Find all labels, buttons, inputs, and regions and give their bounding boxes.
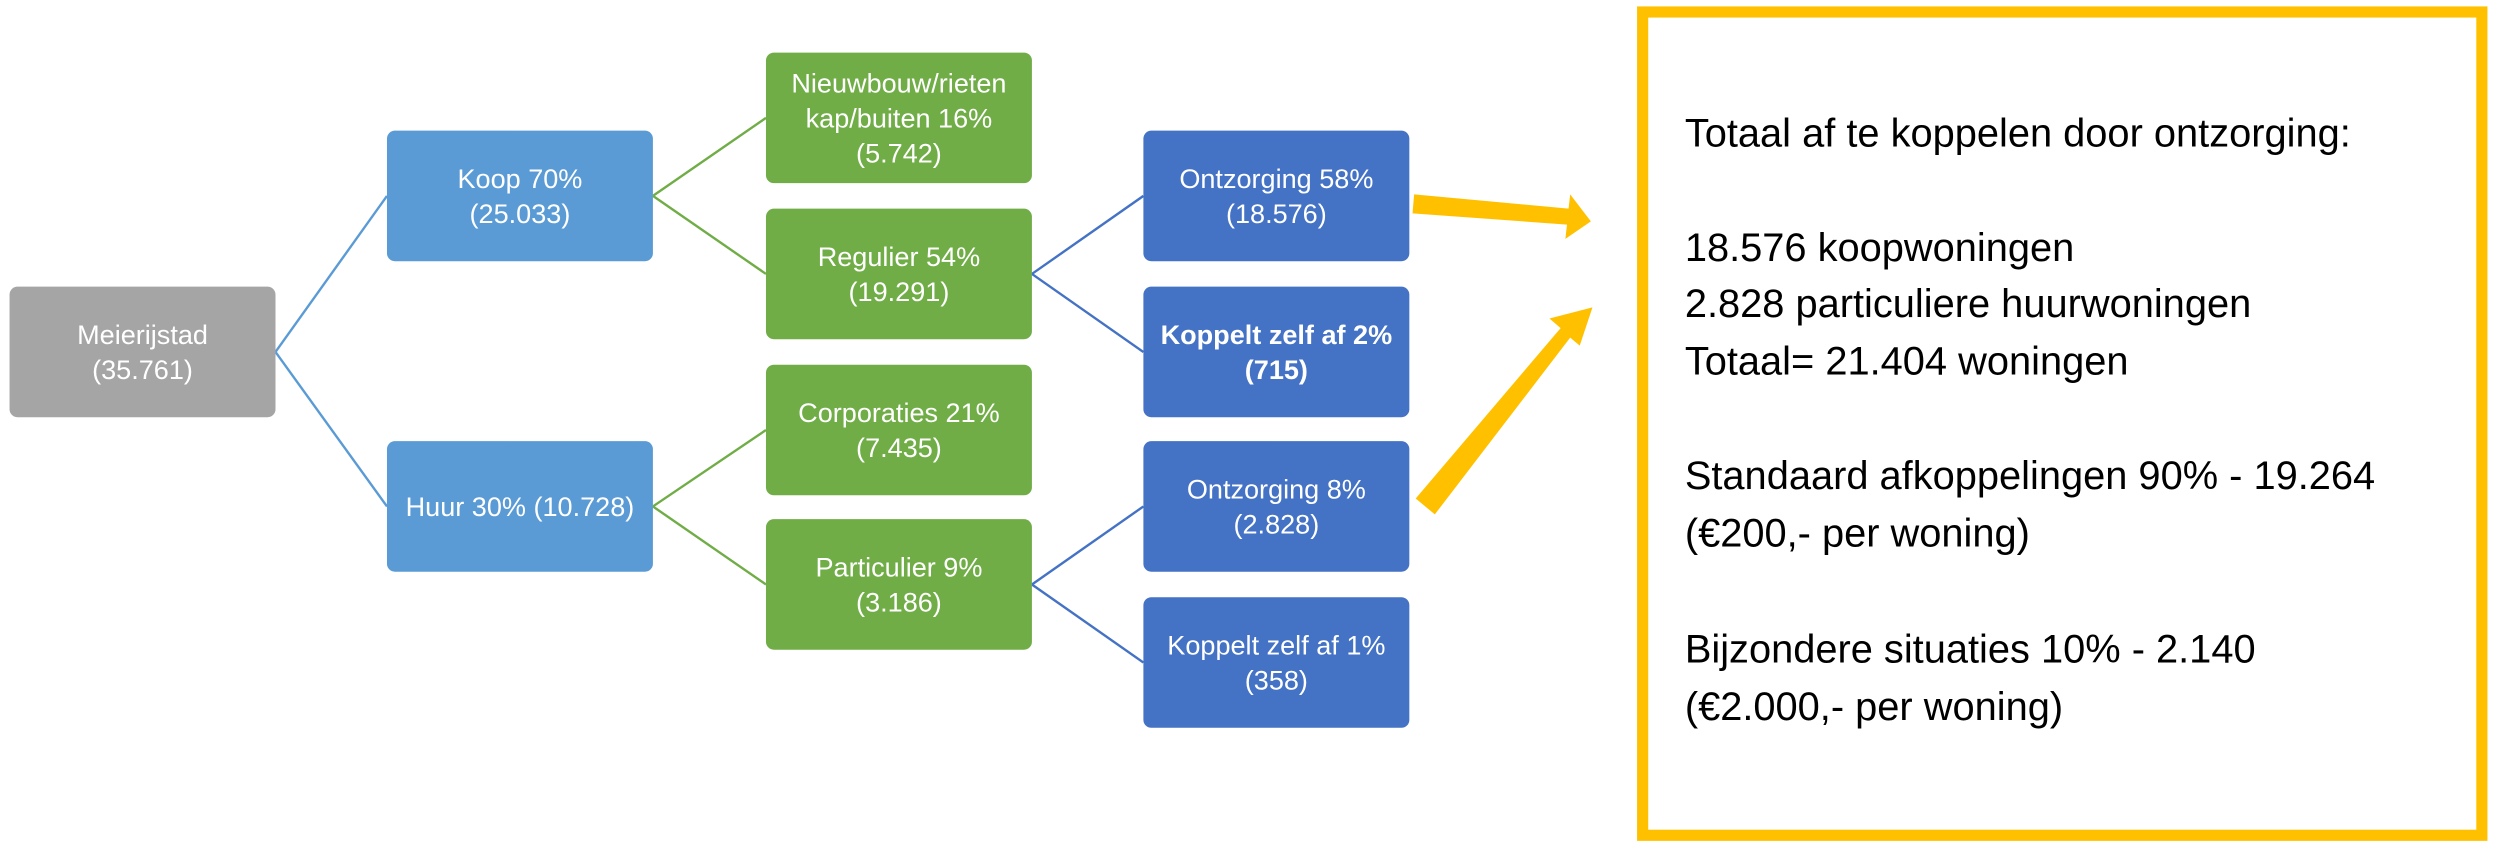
node-label-line: Regulier 54% [818, 241, 980, 272]
node-label-line: (19.291) [849, 276, 950, 307]
node-label-line: Meierijstad [77, 319, 208, 350]
node-label: Regulier 54% (19.291) [818, 241, 980, 307]
node-box [1143, 130, 1410, 262]
node-label: Koop 70% (25.033) [457, 163, 582, 229]
node-box [765, 52, 1032, 184]
summary-line: Bijzondere situaties 10% - 2.140 [1685, 628, 2256, 672]
arrow [1415, 307, 1593, 515]
node-label-line: (25.033) [470, 198, 571, 229]
node-box [386, 441, 653, 572]
connector [652, 194, 767, 275]
node-box [1143, 286, 1410, 418]
node-label-line: (35.761) [92, 354, 193, 385]
arrow [1412, 194, 1591, 239]
summary-line: (€200,- per woning) [1685, 511, 2030, 555]
node-box [1143, 441, 1410, 572]
node-label-line: (18.576) [1226, 198, 1327, 229]
connector [652, 116, 767, 197]
node-label-line: (3.186) [856, 587, 942, 618]
node-label-line: kap/buiten 16% [806, 102, 993, 133]
node-label-line: Corporaties 21% [798, 397, 1000, 428]
node-box [765, 519, 1032, 650]
connector [274, 195, 388, 353]
node-label-line: Koppelt zelf af 2% [1161, 319, 1393, 350]
node-label-line: Koppelt zelf af 1% [1167, 630, 1385, 661]
summary-line: Totaal af te koppelen door ontzorging: [1685, 112, 2351, 156]
connector [274, 351, 388, 508]
summary-box [1637, 6, 2488, 841]
node-label: Ontzorging 8% (2.828) [1187, 473, 1366, 539]
connector [1031, 583, 1145, 664]
node-box [9, 286, 276, 418]
connector [652, 429, 767, 508]
node-label-line: Ontzorging 58% [1179, 163, 1373, 194]
node-box [765, 364, 1032, 496]
node-label-line: (7.435) [856, 432, 942, 463]
node-label: Koppelt zelf af 2% (715) [1161, 319, 1393, 385]
connector [1031, 505, 1145, 586]
node-label-line: Ontzorging 8% [1187, 473, 1366, 504]
node-box [1143, 597, 1410, 728]
node-label: Huur 30% (10.728) [406, 491, 635, 522]
node-label-line: Nieuwbouw/rieten [791, 67, 1006, 98]
node-label: Particulier 9% (3.186) [815, 552, 982, 618]
node-label-line: Koop 70% [457, 163, 582, 194]
node-label-line: Particulier 9% [815, 552, 982, 583]
node-label: Ontzorging 58% (18.576) [1179, 163, 1373, 229]
node-label: Meierijstad (35.761) [77, 319, 208, 385]
connector [1031, 272, 1145, 353]
connector [1031, 194, 1145, 275]
summary-line: (€2.000,- per woning) [1685, 685, 2063, 729]
node-label-line: (358) [1245, 665, 1308, 696]
node-box [386, 130, 653, 262]
node-box [765, 208, 1032, 340]
node-label-line: (2.828) [1233, 509, 1319, 540]
connector [652, 505, 767, 586]
node-label: Koppelt zelf af 1% (358) [1167, 630, 1385, 696]
node-label-line: (715) [1245, 354, 1308, 385]
node-label: Corporaties 21% (7.435) [798, 397, 1000, 463]
summary-line: Totaal= 21.404 woningen [1685, 339, 2129, 383]
node-label: Nieuwbouw/rieten kap/buiten 16% (5.742) [791, 67, 1006, 168]
summary-line: Standaard afkoppelingen 90% - 19.264 [1685, 454, 2375, 498]
node-label-line: Huur 30% (10.728) [406, 491, 635, 522]
node-label-line: (5.742) [856, 137, 942, 168]
summary-line: 2.828 particuliere huurwoningen [1685, 282, 2251, 326]
summary-line: 18.576 koopwoningen [1685, 226, 2074, 270]
